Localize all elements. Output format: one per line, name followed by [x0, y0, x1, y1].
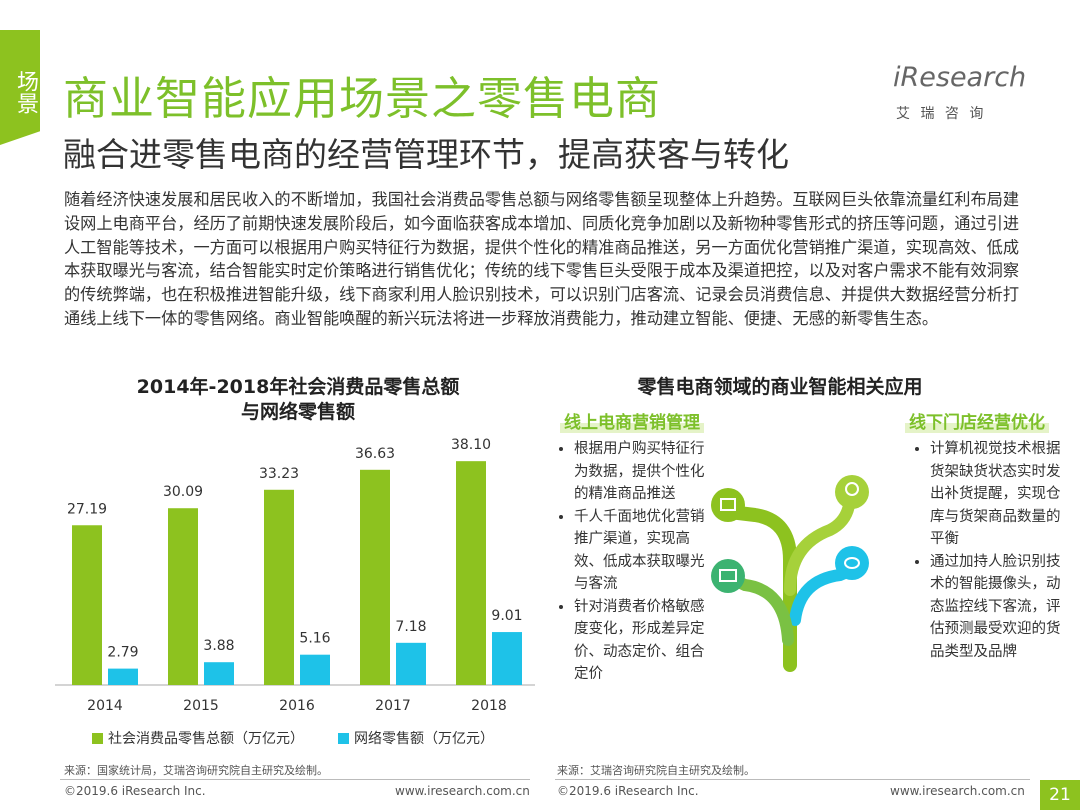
applications-title: 零售电商领域的商业智能相关应用	[637, 376, 923, 398]
data-label: 3.88	[203, 638, 234, 654]
side-tab: 场景	[0, 30, 40, 145]
applications-source: 来源：艾瑞咨询研究院自主研究及绘制。	[557, 764, 755, 777]
x-tick-label: 2016	[279, 698, 315, 714]
footer-copyright: ©2019.6 iResearch Inc.	[64, 784, 206, 798]
chart-title: 2014年-2018年社会消费品零售总额	[137, 375, 460, 398]
offline-list: 计算机视觉技术根据货架缺货状态实时发出补货提醒，实现仓库与货架商品数量的平衡通过…	[912, 438, 1062, 663]
list-item: 根据用户购买特征行为数据，提供个性化的精准商品推送	[574, 438, 706, 506]
offline-title: 线下门店经营优化	[905, 408, 1049, 433]
data-label: 30.09	[163, 484, 203, 500]
data-label: 5.16	[299, 631, 330, 647]
bar	[204, 662, 234, 685]
bar	[456, 461, 486, 685]
separator	[60, 779, 530, 780]
legend-swatch	[92, 733, 103, 744]
online-title: 线上电商营销管理	[560, 408, 704, 433]
bar	[168, 508, 198, 685]
page-number: 21	[1040, 780, 1080, 810]
data-label: 2.79	[107, 645, 138, 661]
subtitle: 融合进零售电商的经营管理环节，提高获客与转化	[63, 135, 789, 174]
data-label: 38.10	[451, 437, 491, 453]
tree-illustration	[711, 475, 869, 672]
list-item: 针对消费者价格敏感度变化，形成差异定价、动态定价、组合定价	[574, 596, 706, 686]
bar	[300, 654, 330, 685]
logo-chinese: 艾 瑞 咨 询	[896, 106, 987, 122]
data-label: 27.19	[67, 501, 107, 517]
data-label: 36.63	[355, 446, 395, 462]
online-list: 根据用户购买特征行为数据，提供个性化的精准商品推送千人千面地优化营销推广渠道，实…	[556, 438, 706, 686]
chart-title: 与网络零售额	[241, 400, 355, 423]
separator	[555, 779, 1030, 780]
logo-brand: iResearch	[893, 62, 1027, 93]
legend-label: 社会消费品零售总额（万亿元）	[108, 731, 304, 747]
data-label: 7.18	[395, 619, 426, 635]
list-item: 千人千面地优化营销推广渠道，实现高效、低成本获取曝光与客流	[574, 506, 706, 596]
data-label: 33.23	[259, 466, 299, 482]
list-item: 通过加持人脸识别技术的智能摄像头，动态监控线下客流，评估预测最受欢迎的货品类型及…	[930, 551, 1062, 664]
footer-url: www.iresearch.com.cn	[395, 784, 530, 798]
bar	[264, 489, 294, 685]
data-label: 9.01	[491, 608, 522, 624]
bar	[492, 632, 522, 685]
bar	[72, 525, 102, 685]
x-tick-label: 2018	[471, 698, 507, 714]
title: 商业智能应用场景之零售电商	[63, 72, 662, 125]
legend-label: 网络零售额（万亿元）	[354, 731, 494, 747]
bar	[108, 668, 138, 685]
footer-url: www.iresearch.com.cn	[890, 784, 1025, 798]
bar	[360, 469, 390, 685]
body-text: 随着经济快速发展和居民收入的不断增加，我国社会消费品零售总额与网络零售额呈现整体…	[64, 190, 1020, 328]
bar	[396, 642, 426, 685]
x-tick-label: 2017	[375, 698, 411, 714]
x-tick-label: 2014	[87, 698, 123, 714]
x-tick-label: 2015	[183, 698, 219, 714]
legend-swatch	[338, 733, 349, 744]
footer-copyright: ©2019.6 iResearch Inc.	[557, 784, 699, 798]
list-item: 计算机视觉技术根据货架缺货状态实时发出补货提醒，实现仓库与货架商品数量的平衡	[930, 438, 1062, 551]
chart-source: 来源：国家统计局，艾瑞咨询研究院自主研究及绘制。	[64, 764, 328, 777]
